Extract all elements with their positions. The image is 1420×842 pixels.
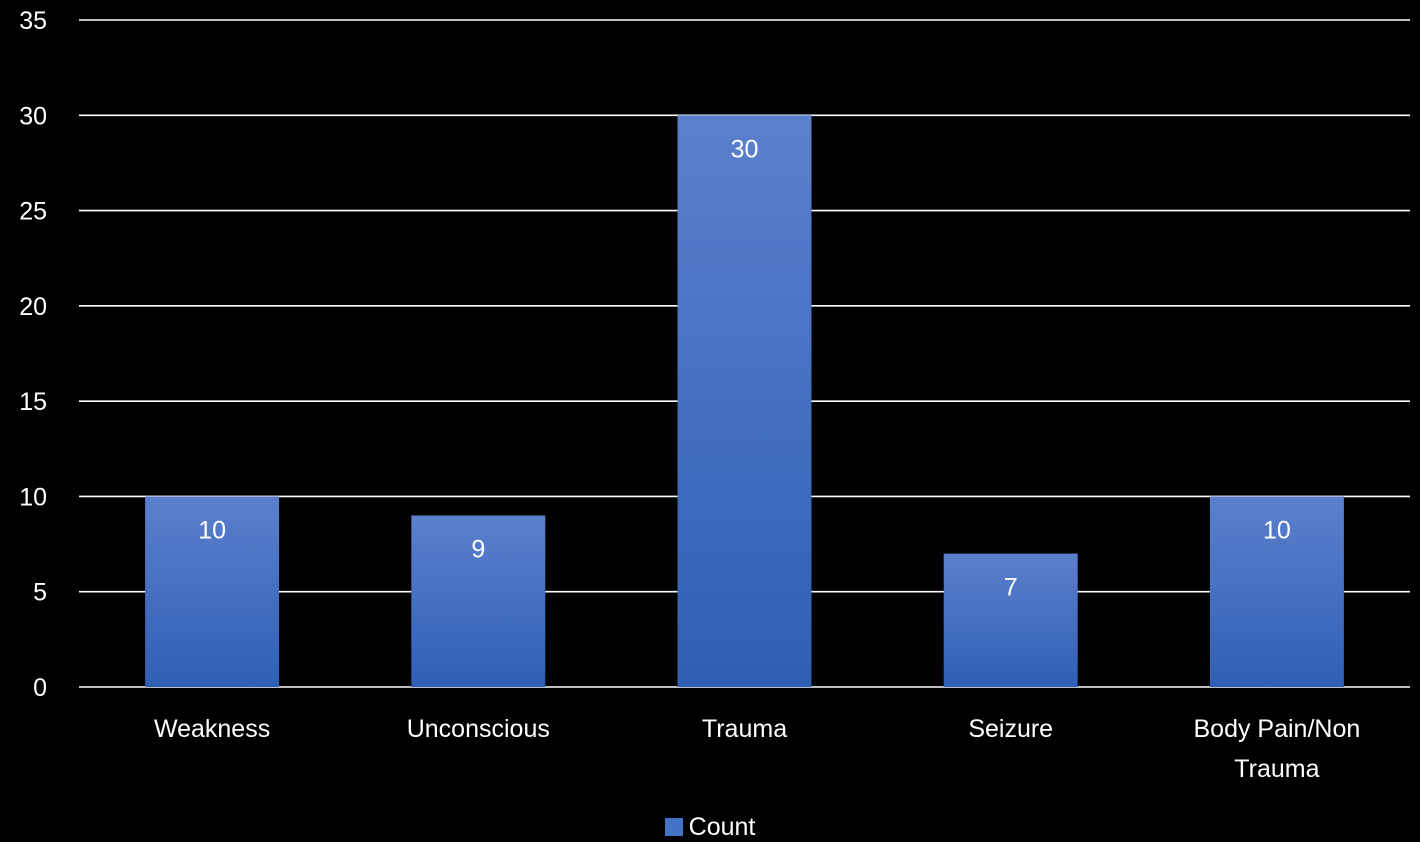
x-category-label: Trauma	[702, 715, 787, 743]
y-tick-label: 0	[33, 674, 47, 702]
data-label: 10	[198, 516, 226, 544]
bar-seizure	[943, 553, 1078, 687]
data-labels: 10 9 30 7 10	[198, 135, 1291, 601]
x-category-label: Seizure	[968, 715, 1053, 743]
x-category-label: Weakness	[154, 715, 270, 743]
y-tick-label: 25	[19, 198, 47, 226]
x-category-label: Trauma	[1234, 755, 1319, 783]
bars	[145, 115, 1344, 688]
data-label: 7	[1004, 574, 1018, 602]
y-tick-label: 30	[19, 102, 47, 130]
bar-unconscious	[411, 515, 546, 687]
square-swatch-icon	[664, 818, 683, 836]
legend: Count	[0, 812, 1420, 842]
y-tick-label: 15	[19, 388, 47, 416]
legend-label: Count	[688, 813, 756, 841]
y-axis-ticks: 0 5 10 15 20 25 30 35	[19, 7, 47, 702]
data-label: 9	[471, 535, 485, 563]
bar-body-pain-non-trauma	[1209, 496, 1344, 687]
x-category-label: Unconscious	[407, 715, 550, 743]
y-tick-label: 35	[19, 7, 47, 35]
bar-trauma	[677, 115, 812, 688]
data-label: 10	[1263, 516, 1291, 544]
data-label: 30	[731, 135, 759, 163]
y-tick-label: 10	[19, 483, 47, 511]
y-tick-label: 5	[33, 579, 47, 607]
bar-weakness	[145, 496, 280, 687]
y-tick-label: 20	[19, 293, 47, 321]
x-axis-categories: Weakness Unconscious Trauma Seizure Body Pai…	[154, 715, 1360, 783]
x-category-label: Body Pain/Non	[1194, 715, 1361, 743]
